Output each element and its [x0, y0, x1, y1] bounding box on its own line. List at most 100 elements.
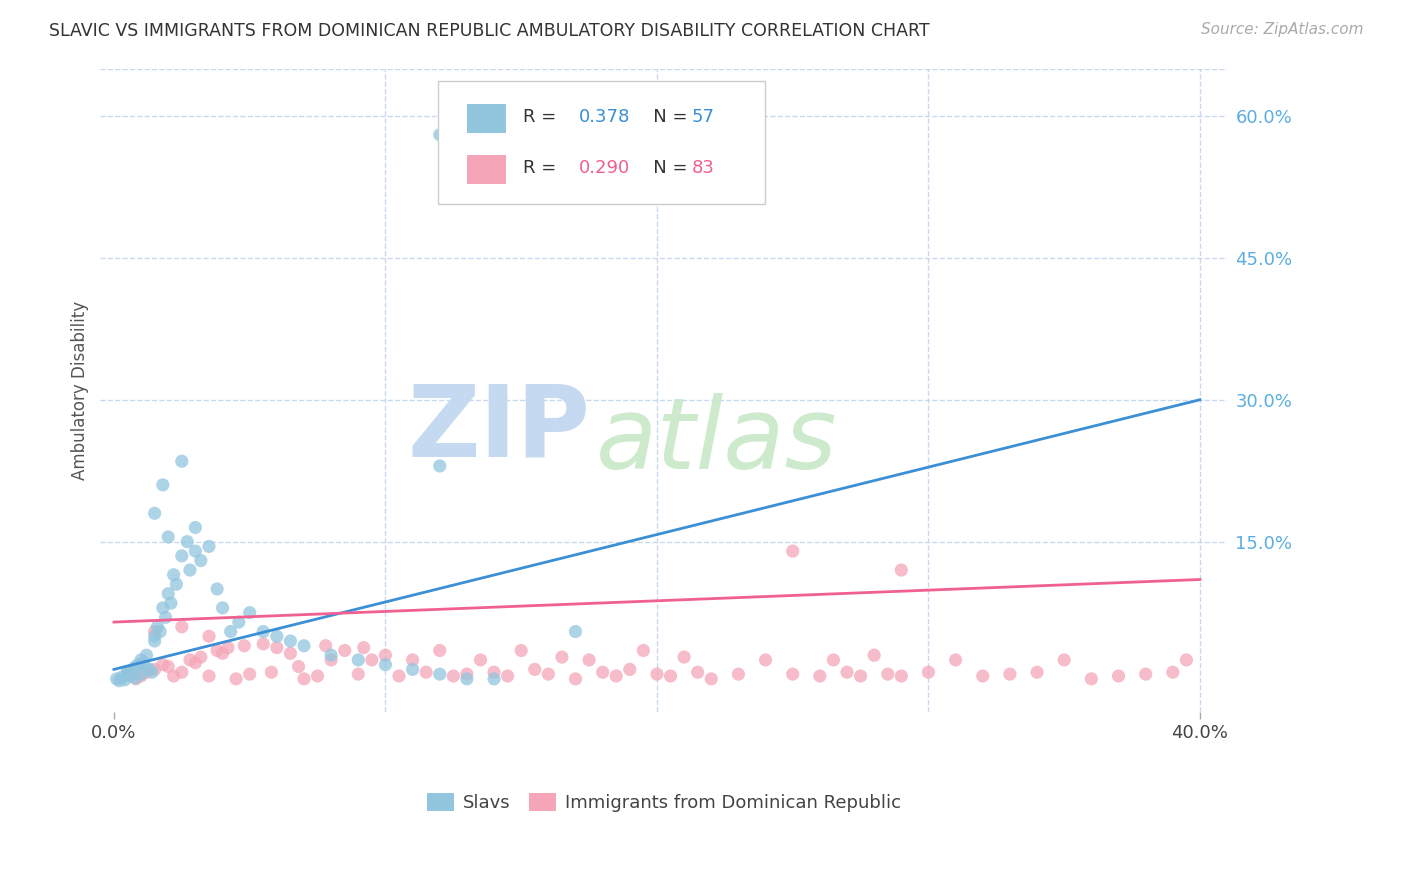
Point	[135, 648, 157, 663]
Point	[292, 639, 315, 653]
Point	[374, 657, 396, 672]
Point	[782, 667, 804, 681]
Point	[429, 667, 451, 681]
Point	[152, 600, 174, 615]
FancyBboxPatch shape	[467, 103, 506, 133]
Point	[388, 669, 411, 683]
Point	[578, 653, 600, 667]
Point	[157, 530, 180, 544]
Point	[152, 478, 174, 492]
Point	[108, 673, 131, 688]
Point	[441, 669, 464, 683]
Text: 0.378: 0.378	[579, 108, 631, 126]
Point	[163, 669, 186, 683]
Point	[205, 582, 228, 596]
Point	[132, 656, 155, 670]
Point	[307, 669, 329, 683]
Point	[564, 624, 586, 639]
Point	[124, 671, 146, 685]
Point	[120, 669, 142, 683]
Point	[823, 653, 845, 667]
FancyBboxPatch shape	[467, 155, 506, 185]
Point	[252, 624, 274, 639]
Point	[165, 577, 187, 591]
Point	[835, 665, 858, 680]
Point	[114, 673, 136, 687]
Point	[292, 672, 315, 686]
Point	[239, 606, 262, 620]
Point	[1053, 653, 1076, 667]
Point	[456, 672, 478, 686]
Point	[152, 657, 174, 672]
Point	[146, 620, 169, 634]
Point	[190, 553, 212, 567]
Point	[176, 534, 198, 549]
Point	[198, 669, 221, 683]
Point	[673, 650, 696, 665]
Point	[700, 672, 723, 686]
Point	[149, 624, 172, 639]
Point	[1026, 665, 1049, 680]
Point	[998, 667, 1021, 681]
Point	[211, 600, 233, 615]
Point	[321, 648, 343, 663]
Point	[315, 639, 337, 653]
Point	[266, 629, 288, 643]
Point	[917, 665, 939, 680]
Point	[482, 672, 505, 686]
Point	[184, 520, 207, 534]
Point	[280, 646, 302, 660]
Text: R =: R =	[523, 160, 562, 178]
Point	[138, 662, 160, 676]
Point	[890, 563, 912, 577]
Point	[945, 653, 967, 667]
Text: atlas: atlas	[596, 393, 838, 491]
Point	[1175, 653, 1198, 667]
Point	[179, 563, 201, 577]
Point	[863, 648, 886, 663]
Point	[1080, 672, 1102, 686]
Point	[401, 662, 423, 676]
Point	[124, 672, 146, 686]
Point	[849, 669, 872, 683]
Point	[127, 657, 149, 672]
Point	[645, 667, 668, 681]
FancyBboxPatch shape	[439, 81, 765, 203]
Point	[429, 643, 451, 657]
Point	[551, 650, 574, 665]
Point	[124, 659, 146, 673]
Point	[374, 648, 396, 663]
Text: N =: N =	[636, 160, 693, 178]
Point	[143, 506, 166, 520]
Point	[117, 667, 139, 681]
Text: N =: N =	[636, 108, 693, 126]
Point	[456, 667, 478, 681]
Point	[170, 454, 193, 468]
Point	[782, 544, 804, 558]
Point	[266, 640, 288, 655]
Point	[360, 653, 382, 667]
Point	[198, 540, 221, 554]
Text: ZIP: ZIP	[408, 380, 591, 477]
Y-axis label: Ambulatory Disability: Ambulatory Disability	[72, 301, 89, 480]
Point	[876, 667, 898, 681]
Point	[321, 653, 343, 667]
Point	[129, 653, 152, 667]
Point	[122, 662, 145, 676]
Point	[205, 643, 228, 657]
Point	[619, 662, 641, 676]
Point	[605, 669, 627, 683]
Point	[353, 640, 375, 655]
Point	[155, 610, 177, 624]
Point	[239, 667, 262, 681]
Point	[179, 653, 201, 667]
Point	[890, 669, 912, 683]
Text: R =: R =	[523, 108, 562, 126]
Point	[143, 629, 166, 643]
Point	[163, 567, 186, 582]
Point	[141, 665, 163, 680]
Text: 83: 83	[692, 160, 714, 178]
Point	[233, 639, 256, 653]
Point	[537, 667, 560, 681]
Point	[219, 624, 242, 639]
